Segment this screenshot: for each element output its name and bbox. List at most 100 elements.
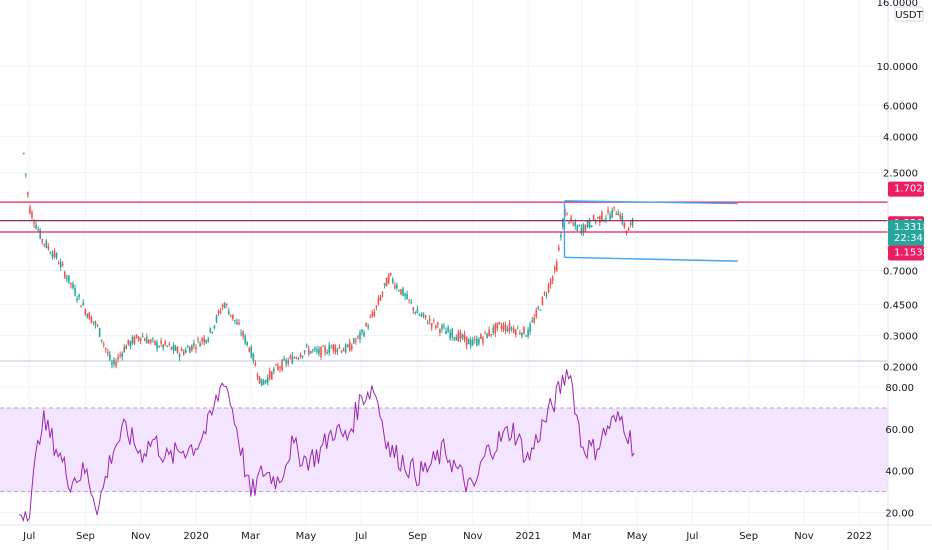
horizontal-levels[interactable]: [0, 201, 888, 233]
candle-body: [326, 352, 328, 354]
candle-body: [244, 336, 246, 343]
candle-body: [258, 376, 261, 384]
candle-body: [447, 327, 449, 333]
candle-body: [191, 344, 193, 351]
candle-body: [314, 347, 316, 350]
candle-body: [609, 214, 611, 220]
time-tick-label: Mar: [241, 531, 261, 542]
candle-body: [301, 355, 304, 357]
time-tick-label: Nov: [463, 531, 483, 542]
candle-body: [330, 347, 333, 349]
candle-body: [236, 321, 238, 325]
candle-body: [473, 339, 476, 341]
candle-body: [57, 263, 60, 265]
channel-bottom-line[interactable]: [564, 256, 738, 262]
time-tick-label: Jul: [685, 531, 698, 542]
candle-body: [342, 349, 345, 352]
level-1-tag: [888, 181, 924, 197]
candle-body: [100, 339, 103, 341]
candle-body: [264, 379, 267, 383]
candle-body: [430, 323, 433, 328]
candle-body: [186, 346, 189, 348]
candle-body: [578, 224, 581, 226]
candle-body: [324, 347, 326, 353]
candle-body: [41, 239, 44, 242]
candle-body: [287, 360, 290, 364]
candle-body: [537, 307, 540, 309]
candle-body: [607, 210, 609, 213]
candle-body: [133, 336, 136, 344]
candle-body: [160, 340, 162, 344]
candle-body: [271, 371, 273, 379]
time-tick-label: Jul: [354, 531, 367, 542]
candle-body: [453, 337, 456, 340]
candle-body: [369, 317, 372, 319]
rsi-axis[interactable]: 80.00 60.00 40.00 20.00: [885, 383, 914, 519]
candle-body: [295, 357, 298, 359]
candle-body: [478, 338, 480, 344]
candle-body: [398, 290, 400, 292]
candle-body: [86, 313, 89, 318]
channel-top-line[interactable]: [564, 200, 738, 205]
candle-body: [158, 346, 160, 348]
price-tick-label: 0.3000: [883, 332, 918, 343]
candle-body: [37, 229, 39, 231]
candle-body: [424, 315, 427, 318]
candle-body: [525, 335, 527, 337]
candle-body: [96, 325, 99, 327]
candle-body: [469, 339, 472, 347]
candle-body: [22, 152, 25, 154]
candle-body: [420, 314, 423, 317]
candle-body: [273, 368, 275, 372]
candle-body: [629, 223, 632, 225]
time-tick-label: 2021: [515, 531, 540, 542]
candle-body: [381, 292, 384, 294]
candle-body: [94, 321, 97, 325]
candle-body: [455, 336, 458, 341]
candle-body: [312, 349, 314, 351]
candle-body: [117, 356, 119, 360]
candle-body: [193, 343, 195, 346]
rsi-tick-label: 80.00: [885, 383, 914, 394]
candle-body: [82, 302, 85, 306]
candle-body: [125, 345, 128, 350]
candle-body: [248, 348, 251, 352]
candle-body: [476, 338, 478, 346]
candle-body: [361, 329, 363, 333]
candle-body: [184, 349, 187, 353]
candle-body: [408, 299, 410, 301]
candle-body: [242, 331, 244, 337]
time-tick-label: Sep: [76, 531, 95, 542]
candle-body: [545, 294, 548, 296]
candle-body: [432, 319, 435, 321]
candle-body: [457, 332, 460, 342]
candle-body: [506, 328, 509, 332]
candle-body: [111, 362, 113, 365]
currency-badge[interactable]: [894, 6, 924, 22]
candle-body: [275, 364, 277, 366]
candle-body: [39, 229, 41, 239]
price-channel[interactable]: [563, 200, 738, 262]
candle-body: [422, 312, 425, 316]
candle-body: [145, 336, 148, 344]
candle-body: [471, 339, 474, 346]
candle-body: [141, 336, 144, 338]
price-axis[interactable]: 10.0000 6.0000 4.0000 2.5000 0.7000 0.4500 0.3…: [877, 0, 924, 550]
candle-body: [619, 214, 622, 220]
candle-body: [189, 347, 191, 353]
candle-body: [400, 289, 402, 295]
time-tick-label: Sep: [408, 531, 427, 542]
candle-body: [553, 267, 556, 271]
candle-body: [90, 317, 93, 323]
candle-body: [531, 320, 533, 322]
rsi-tick-label: 20.00: [885, 508, 914, 519]
candlestick-series: [22, 152, 634, 387]
candle-body: [461, 334, 464, 338]
time-axis[interactable]: Jul Sep Nov 2020 Mar May Jul Sep Nov 2021 Mar May Ju…: [0, 524, 932, 542]
candle-body: [201, 338, 203, 342]
candle-body: [631, 218, 634, 226]
candle-body: [517, 327, 519, 329]
candle-body: [178, 353, 181, 358]
